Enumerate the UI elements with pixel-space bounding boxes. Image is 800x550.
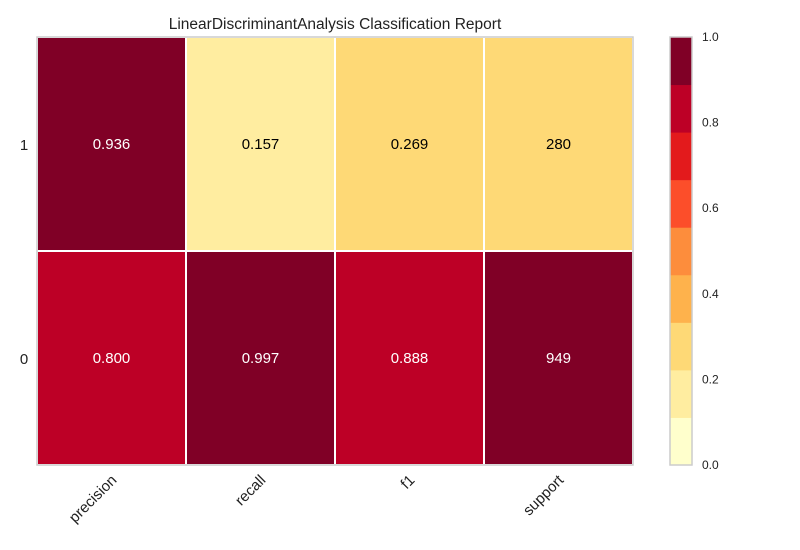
colorbar-segment: [670, 179, 692, 228]
cell-value-label: 0.269: [391, 136, 429, 153]
heatmap-cell-0-precision: [36, 250, 187, 466]
y-tick-labels: 10: [20, 137, 28, 368]
colorbar-segment: [670, 227, 692, 276]
heatmap-border: [36, 36, 634, 466]
heatmap-cell-1-precision: [36, 36, 187, 252]
heatmap-cell-0-recall: [185, 250, 336, 466]
heatmap: 0.936 0.157 0.269 280 0.800 0.997 0.888 949: [36, 36, 634, 466]
cell-value-label: 0.800: [93, 350, 131, 367]
x-tick-label: precision: [66, 472, 120, 526]
cell-value-label: 0.157: [242, 136, 280, 153]
heatmap-cell-1-recall: [185, 36, 336, 252]
cell-value-label: 0.888: [391, 350, 429, 367]
colorbar-segment: [670, 417, 692, 466]
colorbar-segment: [670, 369, 692, 418]
heatmap-cell-1-support: [483, 36, 634, 252]
chart-title: LinearDiscriminantAnalysis Classificatio…: [169, 16, 502, 33]
colorbar-segment: [670, 37, 692, 86]
colorbar-border: [669, 36, 693, 466]
colorbar-tick-label: 0.4: [702, 287, 719, 301]
cell-value-label: 0.936: [93, 136, 131, 153]
colorbar-tick-label: 1.0: [702, 30, 719, 44]
colorbar-tick-label: 0.2: [702, 372, 719, 386]
colorbar-tick-label: 0.8: [702, 116, 719, 130]
colorbar-tick-label: 0.6: [702, 201, 719, 215]
colorbar-segment: [670, 274, 692, 323]
cell-value-label: 949: [546, 350, 571, 367]
x-tick-label: recall: [232, 472, 269, 509]
colorbar-segment: [670, 132, 692, 181]
colorbar-segment: [670, 322, 692, 371]
colorbar-tick-label: 0.0: [702, 458, 719, 472]
y-tick-label: 0: [20, 351, 28, 368]
cell-value-label: 0.997: [242, 350, 280, 367]
cell-value-label: 280: [546, 136, 571, 153]
y-tick-label: 1: [20, 137, 28, 154]
colorbar-segment: [670, 84, 692, 133]
x-tick-labels: precision recall f1 support: [66, 471, 568, 526]
colorbar: 0.0 0.2 0.4 0.6 0.8 1.0: [669, 30, 719, 472]
x-tick-label: support: [520, 471, 568, 519]
x-tick-label: f1: [397, 472, 418, 493]
heatmap-cell-0-support: [483, 250, 634, 466]
